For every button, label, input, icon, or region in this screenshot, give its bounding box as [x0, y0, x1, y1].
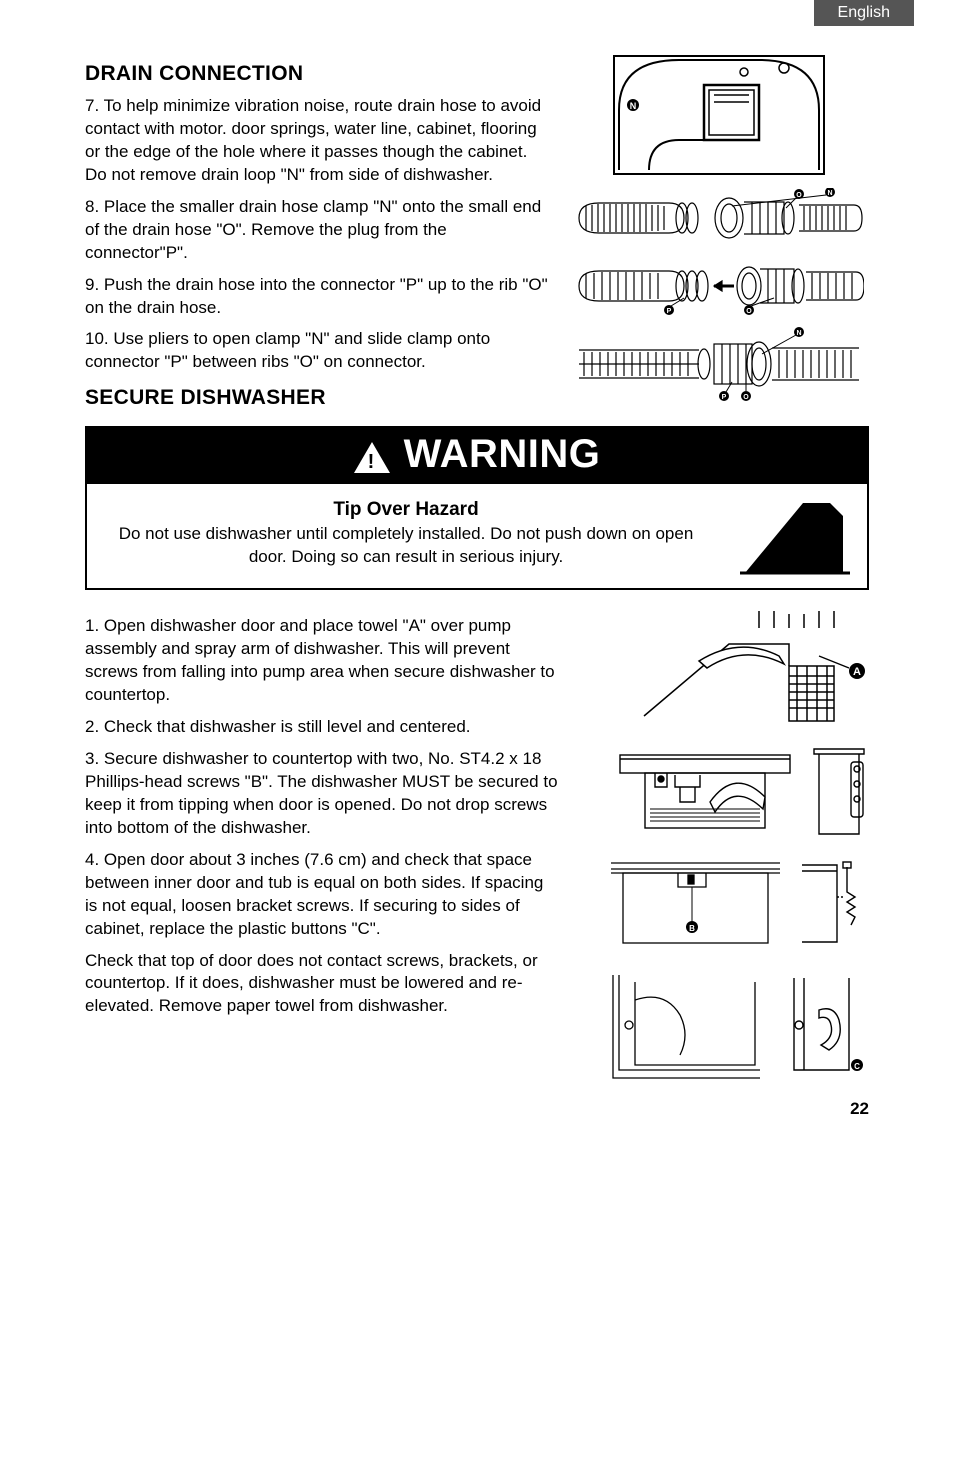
- page-number: 22: [85, 1099, 869, 1119]
- step-4-text: 4. Open door about 3 inches (7.6 cm) and…: [85, 849, 559, 941]
- svg-text:O: O: [743, 394, 749, 401]
- language-tab: English: [814, 0, 914, 26]
- svg-text:N: N: [630, 101, 637, 111]
- hose-clamp-diagram-1: O N: [574, 188, 864, 248]
- svg-text:A: A: [853, 666, 861, 678]
- step-1-text: 1. Open dishwasher door and place towel …: [85, 615, 559, 707]
- hazard-title: Tip Over Hazard: [99, 499, 713, 521]
- step-10-text: 10. Use pliers to open clamp "N" and sli…: [85, 328, 549, 374]
- warning-triangle-icon: [354, 442, 390, 473]
- svg-text:P: P: [722, 394, 727, 401]
- side-bracket-diagram: C: [605, 970, 869, 1085]
- svg-text:C: C: [854, 1062, 860, 1071]
- hose-push-diagram: P O: [574, 256, 864, 316]
- drain-loop-diagram: N: [609, 50, 829, 180]
- step-3-text: 3. Secure dishwasher to countertop with …: [85, 748, 559, 840]
- step-7-text: 7. To help minimize vibration noise, rou…: [85, 95, 549, 187]
- tip-over-icon: [735, 488, 855, 578]
- step-8-text: 8. Place the smaller drain hose clamp "N…: [85, 196, 549, 265]
- clamp-slide-diagram: N P O: [574, 324, 864, 402]
- drain-connection-heading: DRAIN CONNECTION: [85, 62, 549, 86]
- svg-text:B: B: [689, 924, 695, 933]
- step-2-text: 2. Check that dishwasher is still level …: [85, 716, 559, 739]
- warning-box: WARNING Tip Over Hazard Do not use dishw…: [85, 426, 869, 590]
- svg-text:N: N: [796, 330, 801, 337]
- step-5-text: Check that top of door does not contact …: [85, 950, 559, 1019]
- warning-title: WARNING: [404, 432, 601, 477]
- towel-placement-diagram: A: [639, 606, 869, 726]
- svg-text:O: O: [746, 308, 752, 315]
- svg-text:P: P: [667, 308, 672, 315]
- secure-dishwasher-heading: SECURE DISHWASHER: [85, 386, 549, 410]
- page-content: DRAIN CONNECTION 7. To help minimize vib…: [0, 0, 954, 1149]
- step-9-text: 9. Push the drain hose into the connecto…: [85, 274, 549, 320]
- screw-countertop-diagram: [615, 744, 869, 839]
- bracket-screw-diagram: B: [608, 857, 869, 952]
- hazard-body: Do not use dishwasher until completely i…: [99, 523, 713, 569]
- svg-text:N: N: [827, 190, 832, 197]
